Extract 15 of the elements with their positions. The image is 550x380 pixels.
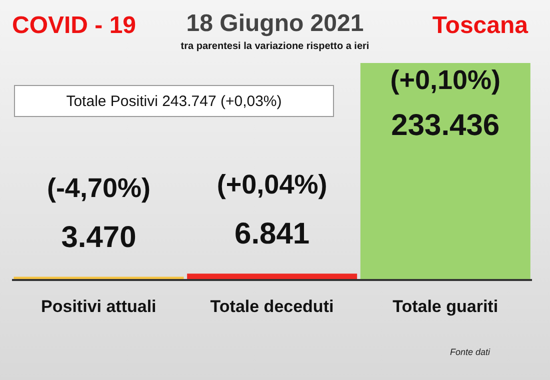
x-tick-label: Totale guariti — [392, 297, 498, 316]
text: COVID - 19 — [12, 12, 136, 40]
x-tick-label: Positivi attuali — [41, 297, 156, 316]
annotation: (+0,04%) — [216, 170, 328, 200]
annotation: (+0,10%) — [390, 65, 501, 95]
chart-title: 18 Giugno 2021 — [186, 10, 364, 37]
chart-subtitle: tra parentesi la variazione rispetto a ieri — [180, 41, 370, 52]
data-label: 6.841 — [234, 218, 310, 251]
text: Toscana — [432, 12, 528, 40]
data-label: 3.470 — [61, 220, 136, 254]
annotation: (-4,70%) — [46, 172, 150, 203]
data-label: 233.436 — [391, 109, 500, 142]
info-box: Totale Positivi 243.747 (+0,03%) — [14, 85, 334, 117]
source-note: Fonte dati — [450, 347, 490, 357]
x-tick-label: Totale deceduti — [210, 297, 334, 316]
